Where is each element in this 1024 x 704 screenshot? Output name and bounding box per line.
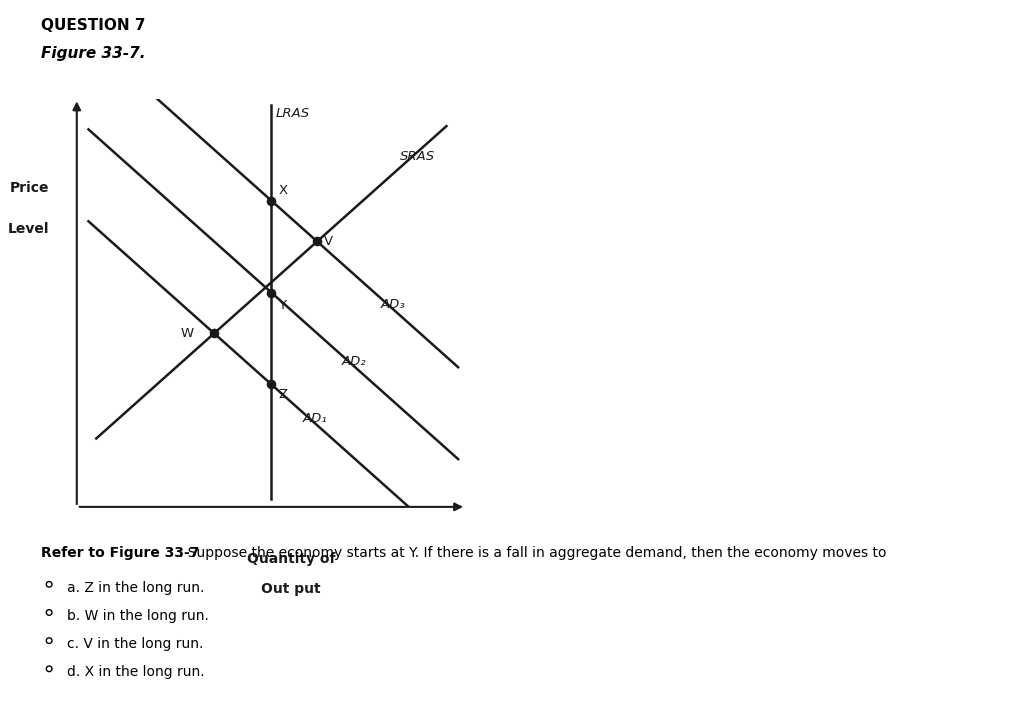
Text: Out put: Out put xyxy=(261,582,321,596)
Text: . Suppose the economy starts at Y. If there is a fall in aggregate demand, then : . Suppose the economy starts at Y. If th… xyxy=(179,546,887,560)
Text: a. Z in the long run.: a. Z in the long run. xyxy=(67,581,204,595)
Text: Refer to Figure 33-7: Refer to Figure 33-7 xyxy=(41,546,200,560)
Text: Y: Y xyxy=(279,298,287,312)
Text: d. X in the long run.: d. X in the long run. xyxy=(67,665,204,679)
Text: c. V in the long run.: c. V in the long run. xyxy=(67,637,203,651)
Point xyxy=(309,236,326,247)
Text: SRAS: SRAS xyxy=(399,150,435,163)
Text: LRAS: LRAS xyxy=(276,107,310,120)
Text: AD₃: AD₃ xyxy=(380,298,406,311)
Text: Price: Price xyxy=(10,182,49,196)
Text: AD₁: AD₁ xyxy=(302,413,328,425)
Text: W: W xyxy=(181,327,195,340)
Text: Z: Z xyxy=(279,389,288,401)
Point xyxy=(206,328,222,339)
Point xyxy=(263,379,280,390)
Text: AD₂: AD₂ xyxy=(341,356,367,368)
Text: Level: Level xyxy=(8,222,49,237)
Text: b. W in the long run.: b. W in the long run. xyxy=(67,609,209,623)
Point xyxy=(263,195,280,206)
Text: X: X xyxy=(279,184,288,196)
Point xyxy=(263,287,280,298)
Text: Quantity of: Quantity of xyxy=(247,552,335,566)
Text: QUESTION 7: QUESTION 7 xyxy=(41,18,145,32)
Text: Figure 33-7.: Figure 33-7. xyxy=(41,46,145,61)
Text: V: V xyxy=(325,235,333,248)
